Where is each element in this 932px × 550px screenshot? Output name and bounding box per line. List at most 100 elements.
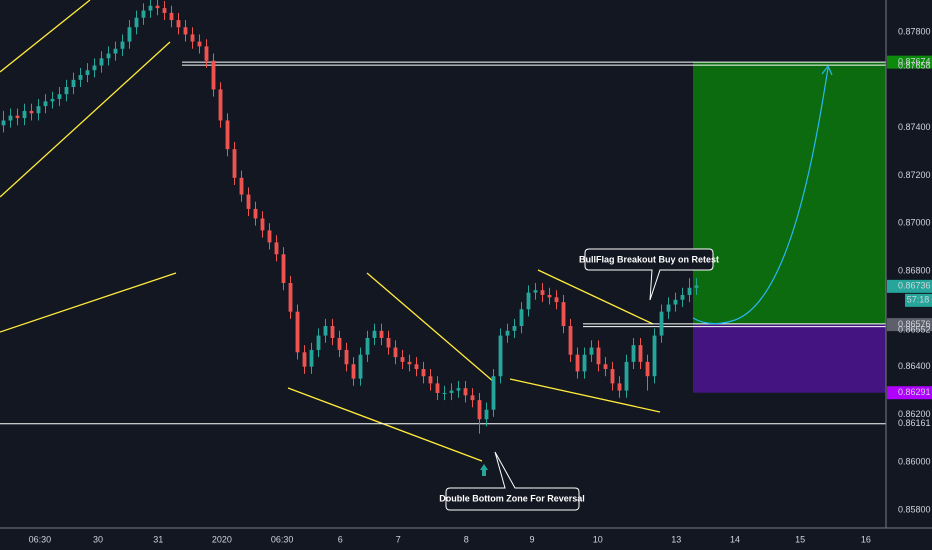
y-tick-label: 0.87200 — [898, 170, 931, 180]
trend-line — [366, 272, 495, 383]
candle-body — [400, 357, 405, 362]
candle-body — [99, 58, 104, 66]
candle-body — [589, 347, 594, 355]
candle-body — [1, 120, 6, 126]
target-zone — [693, 62, 886, 325]
projection-curve — [692, 67, 829, 325]
price-marker-box — [887, 386, 932, 400]
candle-body — [204, 46, 209, 61]
x-tick-label: 2020 — [212, 534, 232, 544]
candle-body — [155, 5, 160, 9]
candle-body — [435, 383, 440, 393]
candle-body — [470, 395, 475, 401]
position-tool — [693, 62, 886, 393]
candle-body — [309, 349, 314, 367]
y-tick-label: 0.86000 — [898, 457, 931, 467]
candle-body — [36, 106, 41, 114]
candle-body — [694, 285, 699, 288]
levels — [0, 61, 886, 425]
candle-body — [225, 120, 230, 150]
candle-body — [554, 297, 559, 303]
candles — [1, 0, 699, 434]
candle-body — [512, 326, 517, 331]
candle-body — [197, 41, 202, 47]
candle-body — [687, 287, 692, 295]
candle-body — [71, 79, 76, 88]
candle-body — [274, 242, 279, 255]
countdown: 57:18 — [907, 295, 930, 305]
candle-body — [120, 41, 125, 49]
candle-body — [43, 101, 48, 107]
candle-body — [8, 115, 13, 121]
candle-body — [288, 283, 293, 312]
candle-body — [85, 70, 90, 76]
candle-body — [526, 292, 531, 310]
candle-body — [232, 149, 237, 178]
candle-body — [547, 294, 552, 298]
candle-body — [428, 376, 433, 384]
candle-body — [92, 65, 97, 71]
candle-body — [351, 364, 356, 379]
callout-box — [584, 248, 714, 301]
candle-body — [134, 17, 139, 28]
candle-body — [491, 376, 496, 410]
candle-body — [260, 218, 265, 231]
candle-body — [449, 390, 454, 393]
trend-line — [537, 269, 654, 325]
candle-body — [141, 10, 146, 18]
candle-body — [246, 194, 251, 209]
price-marker-label: 0.86736 — [898, 281, 931, 291]
candle-body — [218, 89, 223, 121]
candle-body — [148, 5, 153, 11]
trend-line — [0, 41, 171, 198]
candle-body — [645, 361, 650, 377]
candle-body — [414, 364, 419, 370]
y-tick-label: 0.86400 — [898, 361, 931, 371]
candle-body — [316, 335, 321, 350]
price-marker-box — [887, 55, 932, 69]
candle-body — [505, 330, 510, 336]
x-tick-label: 16 — [861, 534, 871, 544]
annotation-text: Double Bottom Zone For Reversal — [439, 493, 585, 503]
candle-body — [50, 98, 55, 102]
candle-body — [540, 290, 545, 295]
price-axis-panel — [886, 0, 932, 550]
candle-body — [176, 20, 181, 28]
callout-box — [445, 451, 580, 511]
candle-body — [624, 361, 629, 391]
x-tick-label: 8 — [464, 534, 469, 544]
candle-body — [78, 75, 83, 80]
y-tick-label: 0.87000 — [898, 218, 931, 228]
y-tick-label: 0.85800 — [898, 504, 931, 514]
candle-body — [666, 304, 671, 312]
candle-body — [386, 337, 391, 348]
candle-body — [15, 115, 20, 119]
price-marker-box — [887, 279, 932, 293]
x-tick-label: 15 — [795, 534, 805, 544]
candle-body — [22, 110, 27, 119]
candle-body — [568, 326, 573, 355]
candle-body — [183, 27, 188, 35]
projection-arrowhead — [821, 64, 833, 76]
candle-body — [267, 230, 272, 243]
candle-body — [456, 388, 461, 391]
candle-body — [463, 388, 468, 396]
trend-line — [287, 387, 483, 462]
candle-body — [575, 354, 580, 372]
candle-body — [330, 326, 335, 338]
candle-body — [379, 330, 384, 338]
candle-body — [638, 345, 643, 362]
trend-lines — [0, 0, 661, 462]
price-marker-label: 0.86161 — [898, 418, 931, 428]
price-marker-label: 0.87658 — [898, 60, 931, 70]
y-tick-label: 0.86800 — [898, 265, 931, 275]
candle-body — [239, 177, 244, 195]
candle-body — [477, 400, 482, 420]
candle-body — [302, 352, 307, 367]
candle-body — [659, 311, 664, 336]
candle-body — [519, 309, 524, 327]
price-marker-label: 0.87674 — [898, 57, 931, 67]
y-tick-label: 0.86200 — [898, 409, 931, 419]
candle-body — [358, 354, 363, 379]
